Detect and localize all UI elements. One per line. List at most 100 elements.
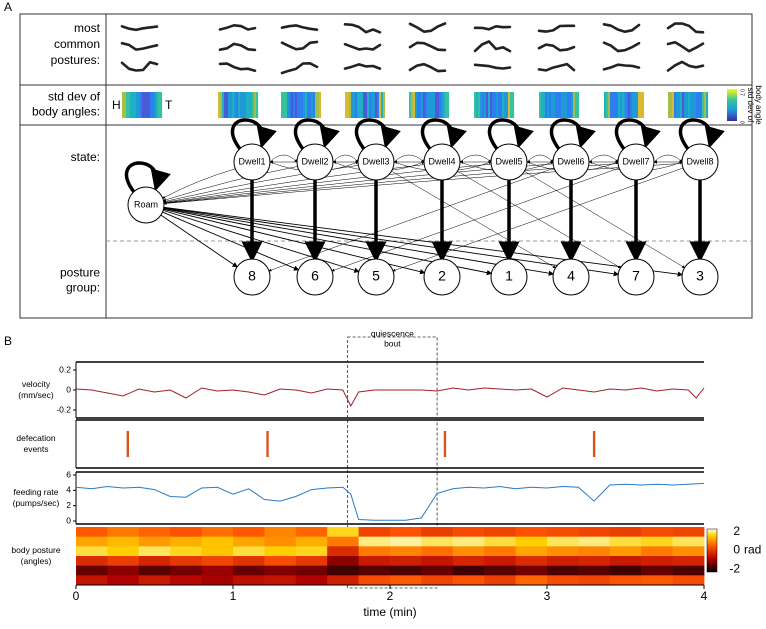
y-axis-label: feeding rate	[14, 487, 59, 497]
transition-edge	[162, 166, 298, 202]
annotation-text: quiescence	[371, 328, 414, 338]
stddev-stripe	[345, 92, 348, 118]
stddev-stripe	[498, 92, 501, 118]
colorbar-tick: 2	[733, 524, 740, 538]
heatmap-cell	[233, 556, 265, 567]
heatmap-cell	[138, 556, 171, 567]
stddev-stripe	[559, 92, 562, 118]
stddev-stripe	[612, 92, 615, 118]
stddev-stripe	[606, 92, 609, 118]
transition-edge	[524, 171, 686, 268]
heatmap-cell	[107, 575, 140, 586]
stddev-stripe	[484, 92, 487, 118]
posture-curve	[120, 41, 159, 51]
posture-curve	[537, 62, 576, 72]
heatmap-cell	[295, 556, 328, 567]
state-node	[296, 143, 334, 181]
colorbar	[727, 89, 737, 121]
stddev-stripe	[232, 92, 235, 118]
posture-curve	[666, 22, 705, 34]
stddev-stripe	[614, 92, 617, 118]
heatmap-cell	[578, 536, 611, 547]
stddev-stripe	[626, 92, 629, 118]
event-mark	[126, 431, 130, 457]
stddev-stripe	[569, 92, 572, 118]
stddev-stripe	[541, 92, 544, 118]
heatmap-cell	[390, 565, 422, 576]
state-node	[681, 258, 719, 296]
state-node	[127, 186, 165, 224]
y-tick-label: -0.2	[56, 404, 71, 414]
stddev-stripe	[486, 92, 489, 118]
heatmap-cell	[358, 565, 391, 576]
heatmap-cell	[452, 575, 485, 586]
heatmap-cell	[327, 546, 359, 557]
node-label: 2	[438, 268, 446, 284]
heatmap-cell	[327, 565, 359, 576]
y-axis-label: defecation	[16, 433, 55, 443]
heatmap-cell	[421, 565, 454, 576]
node-label: 5	[372, 268, 380, 284]
posture-curve	[602, 63, 641, 71]
y-axis-label: (angles)	[21, 556, 52, 566]
heatmap-cell	[295, 527, 328, 538]
heatmap-cell	[138, 565, 171, 576]
stddev-stripe	[670, 92, 673, 118]
heatmap-cell	[201, 556, 234, 567]
stddev-stripe	[706, 92, 709, 118]
heatmap-cell	[515, 575, 548, 586]
stddev-stripe	[500, 92, 503, 118]
self-loop	[230, 118, 277, 151]
heatmap-cell	[201, 565, 234, 576]
stddev-stripe	[492, 92, 495, 118]
heatmap-cell	[201, 527, 234, 538]
row-label: most	[74, 21, 101, 35]
stddev-stripe	[698, 92, 701, 118]
heatmap-cell	[421, 575, 454, 586]
state-node	[552, 258, 590, 296]
stddev-stripe	[443, 92, 446, 118]
stddev-stripe	[620, 92, 623, 118]
stddev-stripe	[684, 92, 687, 118]
heatmap-cell	[76, 565, 108, 576]
stddev-stripe	[122, 92, 125, 118]
stddev-stripe	[138, 92, 141, 118]
node-label: Dwell8	[686, 156, 713, 166]
state-node	[617, 258, 655, 296]
stddev-stripe	[156, 92, 159, 118]
stddev-stripe	[490, 92, 493, 118]
node-label: Dwell6	[557, 156, 584, 166]
stddev-stripe	[638, 92, 641, 118]
stddev-stripe	[445, 92, 448, 118]
heatmap-cell	[484, 556, 516, 567]
heatmap-cell	[170, 575, 202, 586]
heatmap-cell	[170, 556, 202, 567]
stddev-stripe	[672, 92, 675, 118]
stddev-stripe	[152, 92, 155, 118]
heatmap-cell	[170, 527, 202, 538]
posture-curve	[120, 60, 159, 72]
stddev-stripe	[680, 92, 683, 118]
transition-edge	[163, 207, 620, 277]
stddev-stripe	[604, 92, 607, 118]
stddev-stripe	[636, 92, 639, 118]
heatmap-cell	[484, 575, 516, 586]
colorbar-label: body angle	[754, 85, 763, 125]
heatmap-cell	[390, 556, 422, 567]
transition-edge	[160, 214, 238, 268]
heatmap-cell	[641, 565, 673, 576]
state-node	[552, 143, 590, 181]
y-tick-label: 0	[66, 384, 71, 394]
heatmap-cell	[515, 546, 548, 557]
stddev-stripe	[315, 92, 318, 118]
stddev-stripe	[476, 92, 479, 118]
node-label: 1	[505, 268, 513, 284]
y-tick-label: 2	[66, 500, 71, 510]
posture-curve	[280, 24, 319, 31]
stddev-stripe	[248, 92, 251, 118]
stddev-stripe	[553, 92, 556, 118]
heatmap-cell	[358, 536, 391, 547]
posture-curve	[666, 40, 705, 53]
stddev-stripe	[610, 92, 613, 118]
stddev-stripe	[313, 92, 316, 118]
